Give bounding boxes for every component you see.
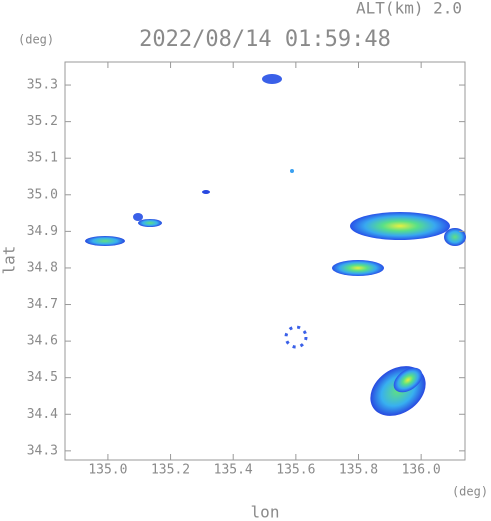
echo	[262, 74, 282, 84]
x-tick-label: 136.0	[402, 463, 441, 478]
echo	[202, 190, 210, 194]
chart-title: 2022/08/14 01:59:48	[139, 27, 391, 52]
y-tick-label: 34.7	[27, 297, 58, 312]
y-tick-label: 34.3	[27, 443, 58, 458]
echo	[290, 169, 294, 173]
echo	[332, 260, 384, 276]
y-tick-label: 35.0	[27, 187, 58, 202]
x-tick-label: 135.2	[151, 463, 190, 478]
x-tick-label: 135.4	[214, 463, 253, 478]
y-unit: (deg)	[18, 33, 54, 47]
echo	[284, 325, 308, 349]
subtitle: ALT(km) 2.0	[356, 0, 462, 18]
y-tick-label: 34.4	[27, 407, 58, 422]
echo	[85, 236, 125, 246]
x-axis-label: lon	[251, 503, 280, 521]
y-tick-label: 34.9	[27, 224, 58, 239]
x-unit: (deg)	[452, 485, 488, 499]
plot-frame	[64, 61, 466, 461]
y-tick-label: 35.1	[27, 151, 58, 166]
x-tick-label: 135.0	[88, 463, 127, 478]
y-tick-label: 35.3	[27, 78, 58, 93]
y-axis-label: lat	[0, 246, 19, 275]
radar-echoes	[85, 74, 466, 416]
y-tick-label: 34.8	[27, 260, 58, 275]
y-tick-label: 34.5	[27, 370, 58, 385]
echo	[138, 219, 162, 227]
x-tick-label: 135.6	[276, 463, 315, 478]
x-tick-label: 135.8	[339, 463, 378, 478]
echo	[393, 367, 423, 393]
echo	[444, 228, 466, 246]
y-tick-label: 34.6	[27, 334, 58, 349]
echo	[350, 212, 450, 240]
echo	[133, 213, 143, 221]
y-tick-label: 35.2	[27, 114, 58, 129]
